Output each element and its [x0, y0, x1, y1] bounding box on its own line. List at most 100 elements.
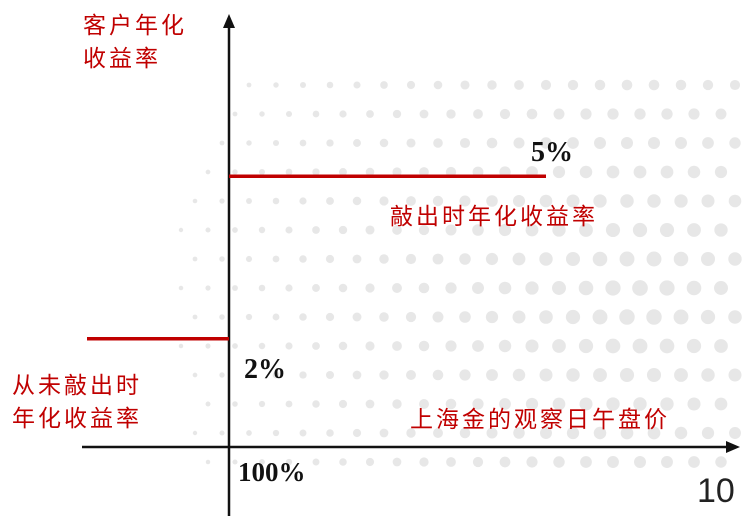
- background-dot: [728, 252, 742, 266]
- background-dot: [486, 369, 498, 381]
- background-dot: [459, 253, 471, 265]
- background-dot: [219, 198, 225, 204]
- background-dot: [620, 194, 634, 208]
- background-dot: [459, 195, 471, 207]
- background-dot: [594, 79, 606, 91]
- background-dot: [552, 397, 566, 411]
- background-dot: [445, 282, 457, 294]
- background-dot: [512, 368, 526, 382]
- background-dot: [326, 139, 334, 147]
- background-dot: [553, 456, 565, 468]
- low-series-label: 从未敲出时 年化收益率: [12, 370, 142, 436]
- background-dot: [419, 109, 429, 119]
- background-dot: [339, 458, 347, 466]
- background-dot: [633, 165, 647, 179]
- background-dot: [433, 428, 443, 438]
- background-dot: [299, 371, 307, 379]
- background-dot: [312, 284, 320, 292]
- background-dot: [285, 342, 293, 350]
- background-dot: [634, 456, 646, 468]
- background-dot: [593, 368, 607, 382]
- background-dot: [299, 429, 307, 437]
- background-dot: [246, 82, 252, 88]
- background-dot: [178, 343, 184, 349]
- background-dot: [566, 426, 580, 440]
- background-dot: [498, 339, 512, 353]
- low-series-label-line2: 年化收益率: [12, 406, 142, 432]
- background-dot: [365, 167, 375, 177]
- background-dot: [714, 165, 728, 179]
- background-dot: [514, 80, 524, 90]
- background-dot: [674, 368, 688, 382]
- background-dot: [392, 399, 402, 409]
- background-dot: [605, 222, 621, 238]
- background-dot: [701, 426, 715, 440]
- background-dot: [405, 253, 417, 265]
- background-dot: [446, 109, 456, 119]
- background-dot: [702, 137, 714, 149]
- background-dot: [661, 456, 673, 468]
- background-dot: [366, 110, 374, 118]
- background-dot: [578, 280, 594, 296]
- background-dot: [433, 80, 443, 90]
- background-dot: [272, 313, 280, 321]
- background-dot: [687, 165, 701, 179]
- background-dot: [299, 313, 307, 321]
- background-dot: [299, 139, 307, 147]
- background-dot: [312, 342, 320, 350]
- background-dot: [365, 399, 375, 409]
- background-dot: [365, 283, 375, 293]
- background-dot: [205, 343, 211, 349]
- background-dot: [379, 196, 389, 206]
- background-dot: [473, 109, 483, 119]
- background-dot: [472, 224, 484, 236]
- background-dot: [646, 251, 662, 267]
- background-dot: [219, 430, 225, 436]
- background-dot: [339, 168, 347, 176]
- background-dot: [219, 372, 225, 378]
- background-dot: [486, 137, 498, 149]
- background-dot: [353, 139, 361, 147]
- background-dot: [472, 282, 484, 294]
- background-dot: [620, 136, 634, 150]
- background-dot: [285, 400, 293, 408]
- background-dot: [245, 313, 253, 321]
- background-dot: [380, 81, 388, 89]
- background-dot: [660, 165, 674, 179]
- background-dot: [312, 226, 320, 234]
- background-dot: [232, 169, 238, 175]
- background-dot: [326, 197, 334, 205]
- background-dot: [578, 338, 594, 354]
- background-dot: [566, 368, 580, 382]
- background-dot: [605, 280, 621, 296]
- background-dot: [205, 459, 211, 465]
- background-dot: [728, 368, 742, 382]
- background-dot: [525, 223, 539, 237]
- background-dot: [445, 398, 457, 410]
- background-dot: [353, 81, 361, 89]
- background-dot: [552, 281, 566, 295]
- background-dot: [674, 194, 688, 208]
- background-dot: [565, 251, 581, 267]
- background-dot: [526, 108, 538, 120]
- background-dot: [632, 222, 648, 238]
- background-dot: [566, 194, 580, 208]
- background-dot: [714, 397, 728, 411]
- background-dot: [232, 227, 238, 233]
- background-dot: [619, 309, 635, 325]
- background-dot: [365, 225, 375, 235]
- background-dot: [632, 338, 648, 354]
- background-dot: [552, 165, 566, 179]
- background-dot: [406, 80, 416, 90]
- background-dot: [540, 137, 552, 149]
- background-dot: [621, 79, 633, 91]
- background-dot: [486, 195, 498, 207]
- background-dot: [192, 372, 198, 378]
- background-dot: [552, 339, 566, 353]
- background-dot: [729, 427, 741, 439]
- background-dot: [647, 194, 661, 208]
- background-dot: [659, 280, 675, 296]
- background-dot: [700, 251, 716, 267]
- background-dot: [379, 428, 389, 438]
